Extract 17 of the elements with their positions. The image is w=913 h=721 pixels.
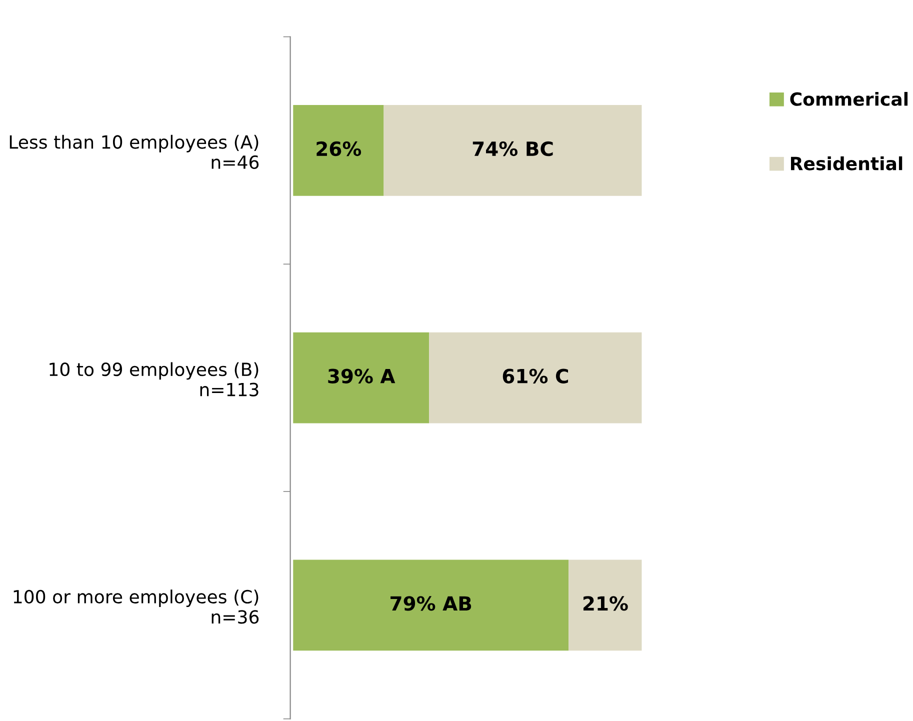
y-tick-label: Less than 10 employees (A) n=46 xyxy=(10,134,259,170)
data-label: 61% C xyxy=(502,368,568,384)
bar xyxy=(568,560,642,651)
data-label: 79% AB xyxy=(390,596,472,611)
bar xyxy=(384,104,642,196)
bar xyxy=(293,560,569,651)
y-tick-label: 100 or more employees (C) n=36 xyxy=(14,590,259,624)
bar xyxy=(429,332,642,424)
y-tick-label: 10 to 99 employees (B) n=113 xyxy=(50,362,258,396)
data-label: 26% xyxy=(316,141,362,156)
data-label: 74% BC xyxy=(472,141,553,156)
data-label: 39% A xyxy=(328,368,396,384)
legend-label: Residential xyxy=(790,156,902,170)
bar xyxy=(293,104,384,196)
legend-label: Commerical xyxy=(790,92,908,106)
data-label: 21% xyxy=(583,596,628,611)
bar xyxy=(293,332,430,424)
